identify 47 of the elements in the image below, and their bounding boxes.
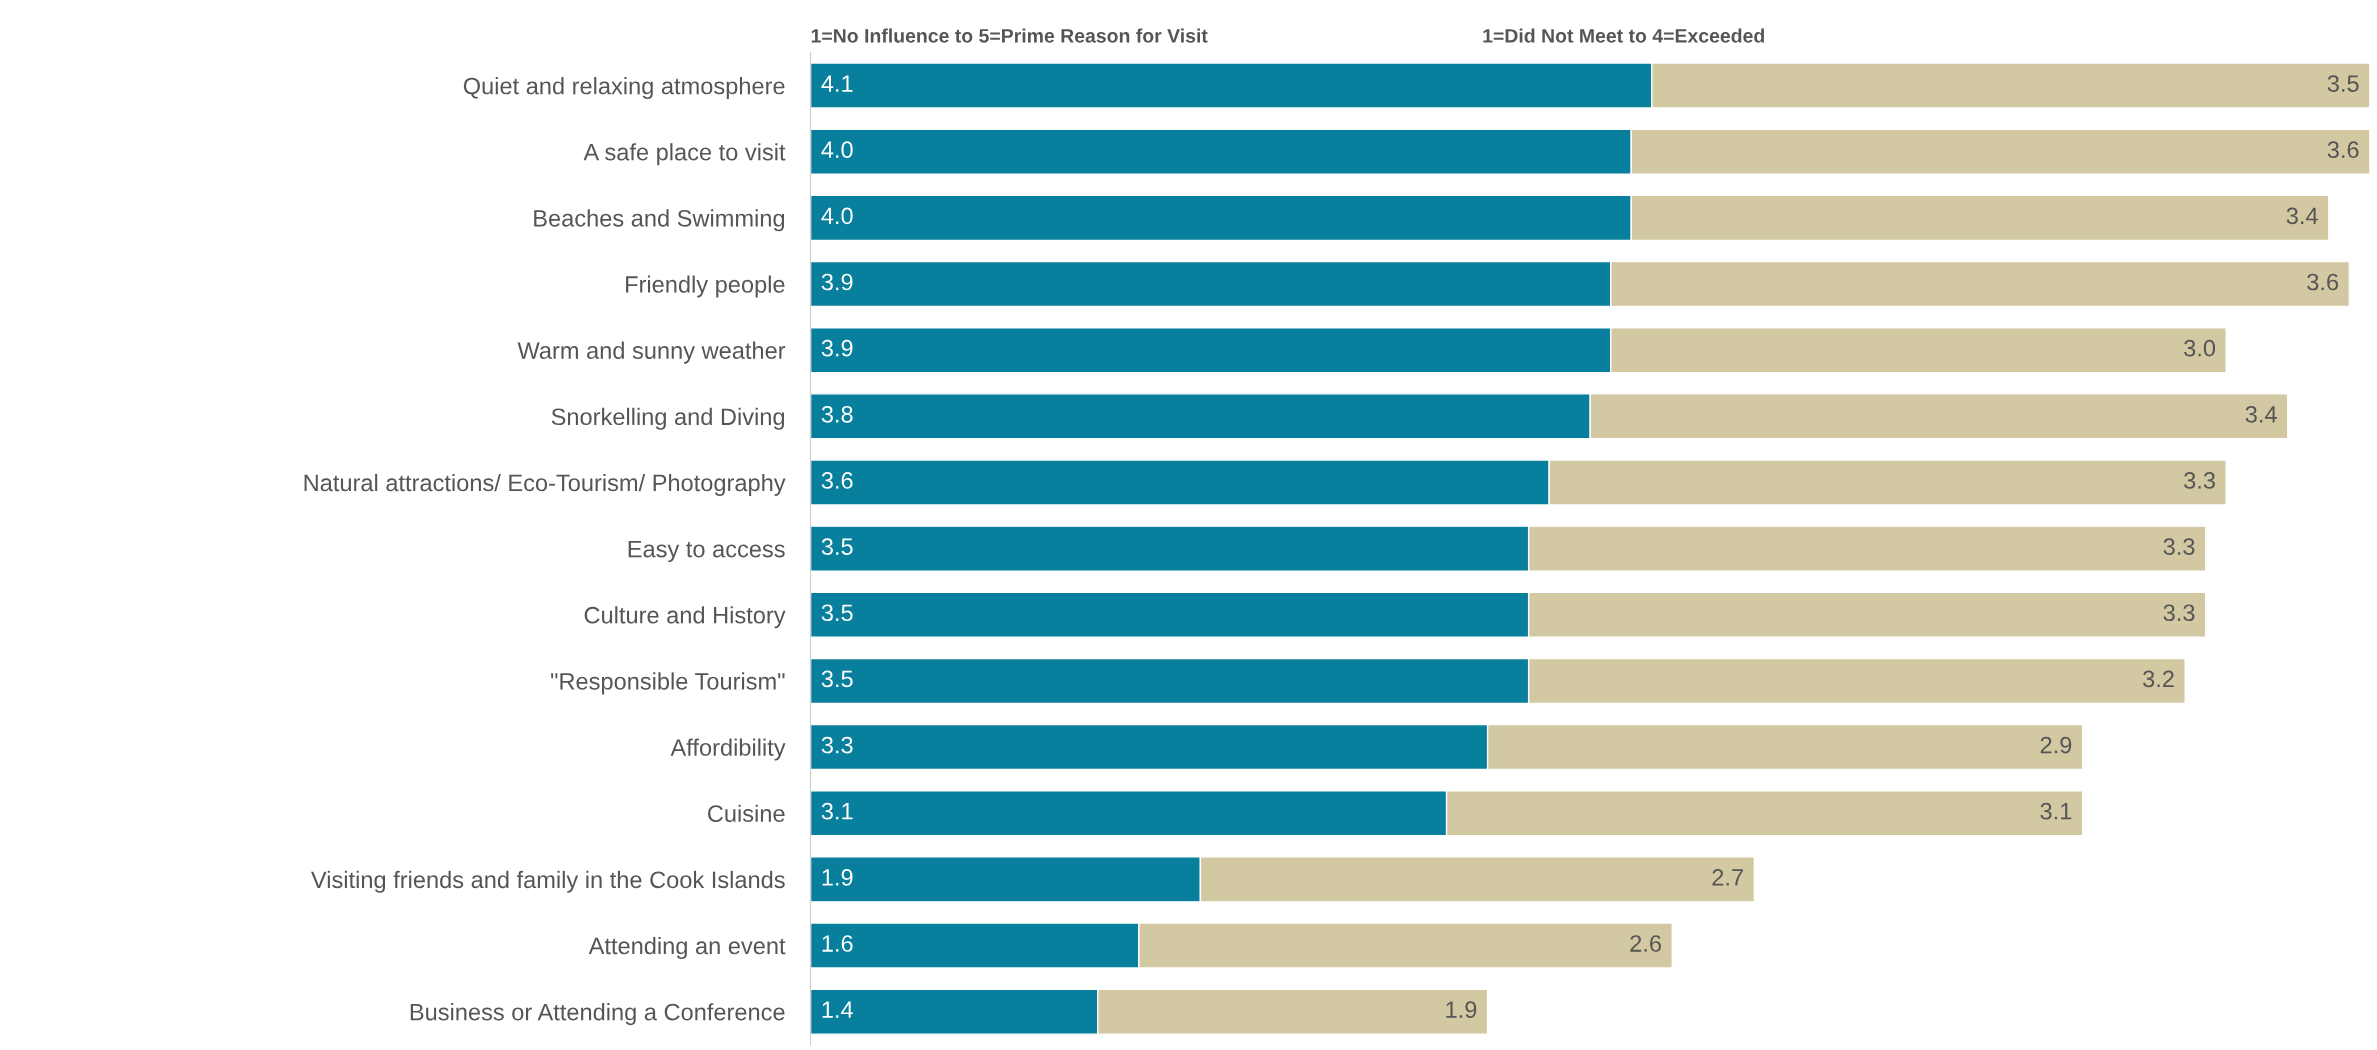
series-label: 1=No Influence to 5=Prime Reason for Visit [811,28,1208,43]
data-label: 3.3 [2184,472,2215,489]
y-tick-label: Quiet and relaxing atmosphere [463,77,785,100]
data-label: 3.5 [821,604,853,622]
series-label: 1=Did Not Meet to 4=Exceeded [1483,28,1764,43]
data-label: 3.9 [821,273,853,291]
y-tick-label: Cuisine [708,804,785,823]
data-label: 1.6 [822,935,853,952]
data-label: 3.0 [2184,339,2216,357]
data-label: 3.6 [2307,273,2339,291]
data-label: 3.9 [821,339,853,357]
data-label: 3.1 [821,802,853,820]
data-label: 4.1 [821,75,853,92]
data-label: 3.8 [821,405,853,423]
y-tick-label: "Responsible Tourism" [551,672,785,695]
y-tick-label: Business or Attending a Conference [410,1003,785,1026]
data-label: 3.5 [821,538,853,555]
y-tick-label: Snorkelling and Diving [551,407,785,430]
data-label: 3.6 [2327,141,2359,159]
data-label: 2.7 [1712,868,1743,886]
data-label: 3.4 [2245,405,2277,423]
data-label: 3.5 [821,670,853,688]
data-label: 1.9 [822,868,853,886]
y-tick-label: Friendly people [626,275,785,298]
data-label: 3.3 [2163,538,2195,555]
data-label: 4.0 [821,207,853,225]
y-tick-label: Culture and History [584,606,786,629]
y-tick-label: Natural attractions/ Eco-Tourism/ Photography [304,473,786,496]
data-label: 4.0 [821,141,853,159]
data-label: 2.9 [2040,736,2072,754]
data-label: 3.3 [2163,604,2195,622]
y-tick-label: Visiting friends and family in the Cook Islands [311,870,785,893]
y-tick-label: Easy to access [628,540,785,563]
data-label: 3.6 [821,472,853,489]
data-label: 1.9 [1446,1001,1477,1019]
data-label: 1.4 [822,1001,853,1018]
data-label: 3.3 [821,736,853,754]
data-label: 3.5 [2327,75,2359,92]
data-label: 3.1 [2040,802,2072,820]
y-tick-label: Attending an event [588,936,786,959]
y-tick-label: Affordibility [670,738,786,761]
y-tick-label: Warm and sunny weather [517,341,786,364]
data-label: 3.2 [2143,670,2174,688]
data-label: 2.6 [1630,935,1661,952]
y-tick-label: A safe place to visit [583,143,786,166]
data-label: 3.4 [2286,207,2318,225]
y-tick-label: Beaches and Swimming [534,209,785,232]
